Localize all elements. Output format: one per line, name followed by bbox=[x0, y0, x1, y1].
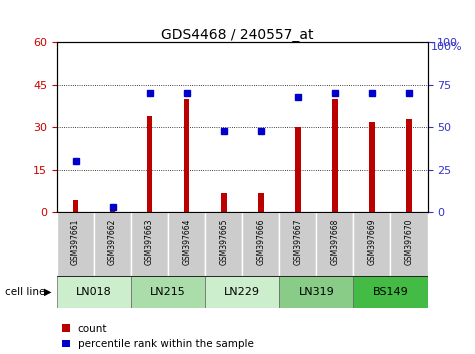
Text: GSM397664: GSM397664 bbox=[182, 219, 191, 265]
Bar bbox=[353, 276, 428, 308]
Bar bbox=[316, 212, 353, 276]
Bar bbox=[131, 212, 168, 276]
Text: GSM397668: GSM397668 bbox=[331, 219, 339, 265]
Text: GSM397662: GSM397662 bbox=[108, 219, 117, 265]
Bar bbox=[221, 193, 227, 212]
Text: GSM397663: GSM397663 bbox=[145, 219, 154, 265]
Bar bbox=[168, 212, 205, 276]
Bar bbox=[390, 212, 428, 276]
Bar bbox=[205, 212, 242, 276]
Bar bbox=[184, 99, 190, 212]
Bar bbox=[295, 127, 301, 212]
Bar bbox=[406, 119, 412, 212]
Text: GSM397669: GSM397669 bbox=[368, 219, 376, 265]
Bar bbox=[332, 99, 338, 212]
Text: GDS4468 / 240557_at: GDS4468 / 240557_at bbox=[161, 28, 314, 42]
Bar bbox=[147, 116, 152, 212]
Bar bbox=[57, 276, 131, 308]
Text: LN018: LN018 bbox=[76, 287, 112, 297]
Text: BS149: BS149 bbox=[372, 287, 408, 297]
Text: GSM397661: GSM397661 bbox=[71, 219, 80, 265]
Text: 100%: 100% bbox=[431, 42, 463, 52]
Text: LN319: LN319 bbox=[298, 287, 334, 297]
Bar bbox=[110, 205, 115, 212]
Bar bbox=[131, 276, 205, 308]
Text: ▶: ▶ bbox=[44, 287, 51, 297]
Text: LN229: LN229 bbox=[224, 287, 260, 297]
Text: GSM397667: GSM397667 bbox=[294, 219, 302, 265]
Bar bbox=[369, 122, 375, 212]
Bar bbox=[94, 212, 131, 276]
Text: GSM397670: GSM397670 bbox=[405, 219, 413, 265]
Text: GSM397666: GSM397666 bbox=[256, 219, 265, 265]
Bar bbox=[205, 276, 279, 308]
Bar bbox=[279, 276, 353, 308]
Bar bbox=[57, 212, 94, 276]
Bar bbox=[279, 212, 316, 276]
Text: GSM397665: GSM397665 bbox=[219, 219, 228, 265]
Bar bbox=[73, 200, 78, 212]
Bar bbox=[242, 212, 279, 276]
Bar bbox=[353, 212, 390, 276]
Bar bbox=[258, 193, 264, 212]
Text: cell line: cell line bbox=[5, 287, 45, 297]
Text: LN215: LN215 bbox=[150, 287, 186, 297]
Legend: count, percentile rank within the sample: count, percentile rank within the sample bbox=[62, 324, 254, 349]
